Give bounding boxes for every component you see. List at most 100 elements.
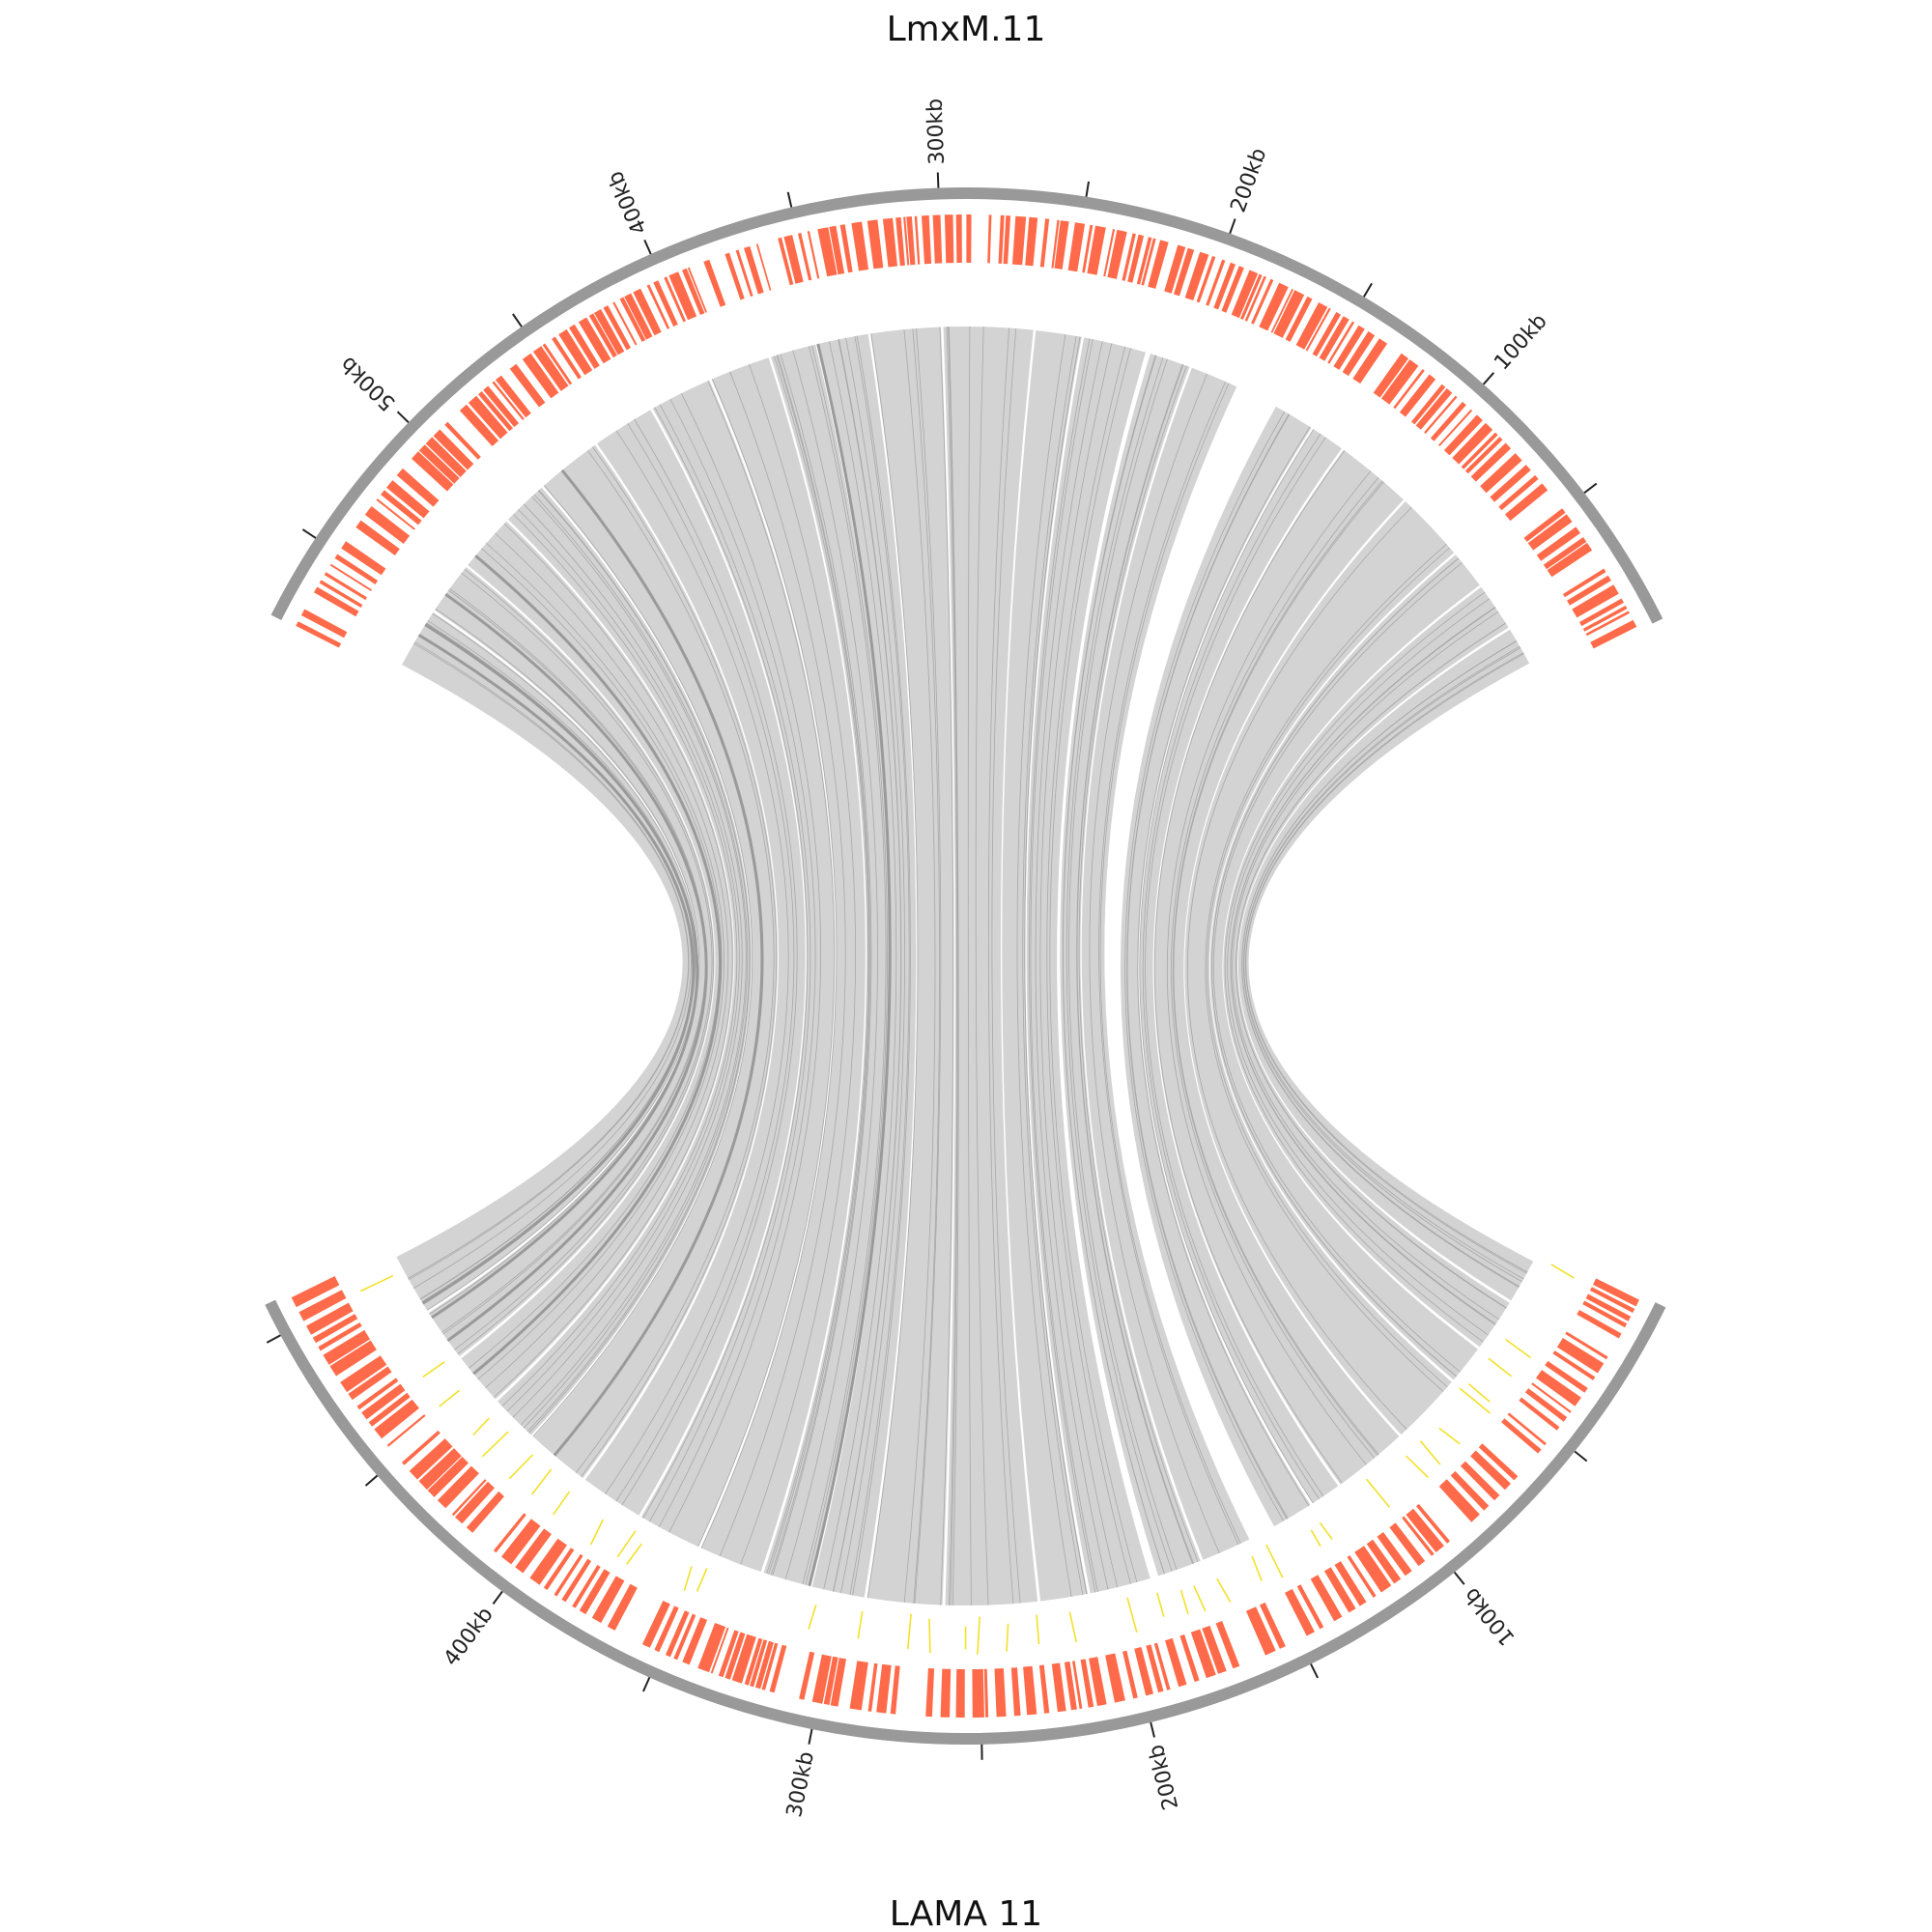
top-gene-block [1012,215,1027,266]
synteny-link-line [457,568,715,1354]
synteny-link-line [1078,365,1199,1563]
top-gene-block [1443,414,1483,456]
bottom-gene-block [1593,1278,1639,1307]
synteny-link-line [719,371,846,1557]
top-gene-block [578,317,611,364]
synteny-link-line [967,326,972,1606]
bottom-gene-block [1545,1360,1588,1393]
small-feature [1193,1585,1207,1612]
top-gene-block [755,243,772,291]
top-gene-block [468,395,508,440]
top-gene-block [1221,266,1244,313]
bottom-gene-block [374,1399,419,1439]
synteny-link-line [658,398,816,1527]
small-feature [1405,1455,1429,1478]
synteny-link-dark [444,592,708,1343]
bottom-gene-block [401,1430,440,1465]
synteny-link-line [477,543,724,1380]
top-gene-block [1136,237,1152,285]
synteny-link-line [1171,476,1379,1459]
top-gene-block [1562,568,1606,598]
bottom-gene-block [1038,1664,1050,1714]
top-gene-block [542,343,573,385]
bottom-gene-block [1552,1350,1596,1380]
top-gene-block [778,237,794,286]
synteny-link-line [1245,652,1527,1274]
top-gene-block [1464,437,1503,474]
top-gene-block [882,217,897,268]
top-gene-block [1579,598,1624,627]
small-feature [977,1616,980,1655]
top-gene-block [922,214,932,265]
top-gene-block [418,444,460,484]
bottom-gene-block [1296,1584,1324,1630]
bottom-gene-block [1334,1561,1367,1606]
bottom-tick [1453,1571,1465,1585]
top-tick [301,528,317,539]
small-feature-track [359,1264,1575,1655]
synteny-link-line [1236,622,1507,1309]
synteny-link-line [454,572,713,1350]
top-gene-block [1527,514,1573,551]
top-tick [936,172,940,188]
top-gene-block [687,267,707,313]
synteny-link-line [526,490,751,1433]
bottom-gene-block [427,1457,469,1497]
synteny-link-line [615,423,795,1502]
top-gene-block [1273,290,1305,338]
top-gene-block [1430,401,1466,441]
synteny-link-line [948,327,958,1605]
top-gene-block [376,498,415,530]
bottom-gene-block [849,1661,868,1711]
top-gene-block [668,271,697,321]
synteny-link-line [605,430,789,1494]
top-gene-block [459,404,499,446]
bottom-tick [808,1728,813,1745]
bottom-gene-block [501,1519,541,1565]
bottom-gene-block [1416,1503,1450,1544]
top-gene-block [1054,220,1069,270]
top-tick [1229,218,1236,235]
top-gene-block [955,214,962,264]
top-tick-label: 100kb [1490,309,1551,375]
top-gene-block [1333,325,1365,370]
top-gene-block [744,245,764,295]
top-gene-block [341,541,386,576]
top-gene-block [664,276,686,323]
bottom-gene-block [665,1610,690,1658]
bottom-tick-label: 200kb [1145,1742,1184,1812]
bottom-gene-block [673,1613,696,1661]
top-gene-block [1259,282,1289,331]
top-gene-block [624,293,653,340]
bottom-gene-block [972,1668,984,1718]
synteny-link-block [640,380,836,1548]
bottom-gene-block [579,1569,611,1615]
synteny-link-line [1030,339,1098,1592]
top-gene-block [783,235,804,284]
synteny-link-line [823,341,897,1590]
top-gene-block [1342,330,1376,377]
top-gene-block [396,468,440,507]
top-gene-block [1240,273,1263,320]
small-feature [531,1468,553,1495]
small-feature [1319,1521,1333,1540]
top-gene-block [300,609,348,639]
top-gene-block [1590,619,1637,649]
top-gene-block [646,284,670,329]
small-feature [1036,1614,1040,1645]
top-gene-block [1547,542,1593,578]
synteny-link-line [520,496,747,1426]
synteny-link-line [1016,333,1072,1597]
synteny-link-block [943,326,1038,1606]
synteny-link-line [1029,338,1096,1593]
bottom-gene-block [1080,1659,1094,1708]
bottom-gene-block [1134,1647,1153,1696]
synteny-link-line [991,327,1021,1604]
small-feature [907,1613,912,1649]
synteny-link-block [700,357,866,1572]
bottom-gene-block [1285,1588,1315,1636]
synteny-link-line [532,485,753,1437]
top-gene-block [355,520,400,555]
top-gene-block [522,353,559,399]
synteny-link-block [428,567,715,1356]
